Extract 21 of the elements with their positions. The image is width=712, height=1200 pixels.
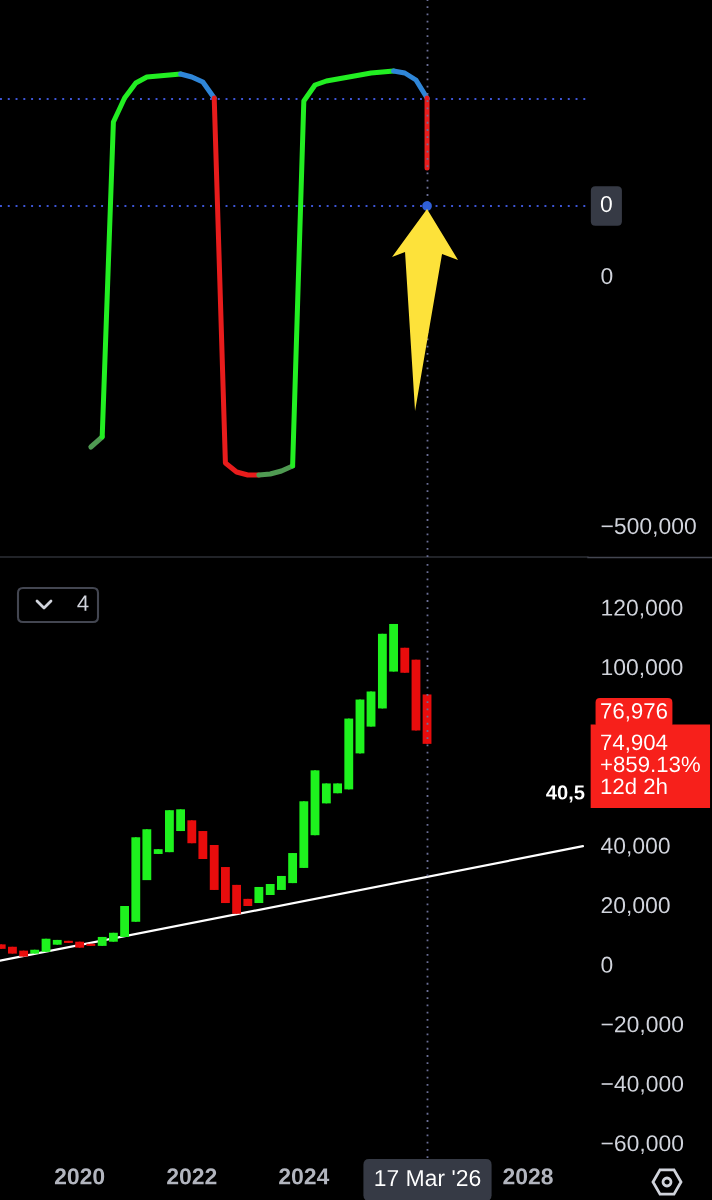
y-tick-label: −60,000	[601, 1135, 684, 1155]
y-tick-label: 120,000	[602, 599, 683, 619]
annotation: 40,5	[546, 785, 585, 803]
text: +859.13%	[601, 756, 700, 773]
y-tick-label: 40,000	[601, 837, 670, 857]
y-tick-label: 20,000	[601, 897, 670, 917]
y-tick-label: 0	[601, 267, 613, 285]
x-tick-label: 2024	[279, 1168, 330, 1185]
y-tick-label: −500,000	[601, 517, 696, 537]
annotation: 4	[77, 595, 89, 611]
y-tick-label: −20,000	[601, 1016, 684, 1036]
y-tick-label: 0	[601, 956, 613, 973]
y-tick-label: 100,000	[602, 659, 683, 679]
x-tick-label: 2028	[503, 1168, 553, 1185]
ref-line-label: 17 Mar '26	[375, 1169, 481, 1187]
y-tick-label: −40,000	[601, 1075, 684, 1095]
text: 12d 2h	[601, 777, 667, 795]
x-tick-label: 2020	[54, 1168, 105, 1185]
text: 76,976	[601, 703, 667, 722]
x-tick-label: 2022	[167, 1168, 217, 1185]
text: 74,904	[601, 734, 668, 753]
